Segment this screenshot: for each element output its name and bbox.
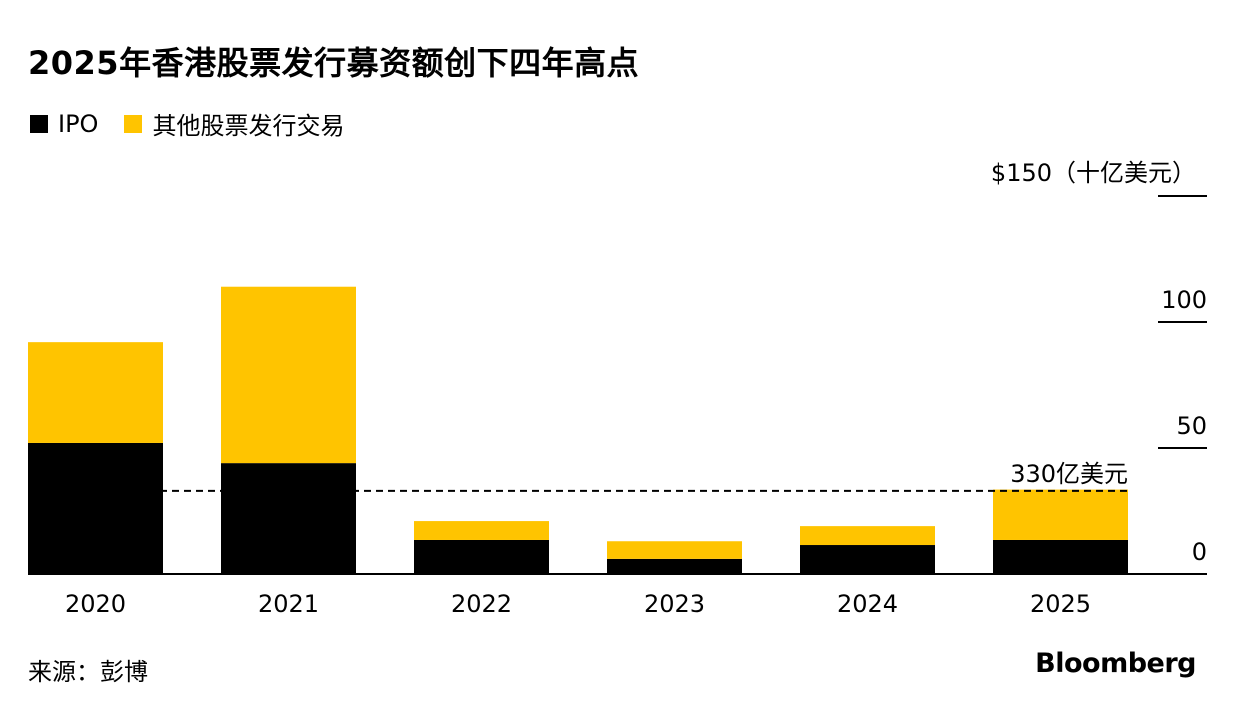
bar-ipo-2020 <box>28 442 163 574</box>
source-note: 来源：彭博 <box>28 658 148 686</box>
legend: IPO 其他股票发行交易 <box>30 106 370 141</box>
legend-swatch-other <box>124 114 143 133</box>
y-tick-label-0: 0 <box>1192 538 1207 566</box>
bar-other-2025 <box>993 489 1128 540</box>
legend-item-other: 其他股票发行交易 <box>124 106 344 141</box>
bar-ipo-2021 <box>221 463 356 574</box>
y-axis-unit-label: $150（十亿美元） <box>990 159 1196 187</box>
legend-label-ipo: IPO <box>58 109 99 138</box>
bar-other-2022 <box>414 521 549 540</box>
y-tick-label-50: 50 <box>1176 412 1207 440</box>
x-tick-label-2021: 2021 <box>258 590 319 618</box>
x-tick-label-2023: 2023 <box>644 590 705 618</box>
x-tick-label-2020: 2020 <box>65 590 126 618</box>
chart-title: 2025年香港股票发行募资额创下四年高点 <box>28 44 640 82</box>
legend-label-other: 其他股票发行交易 <box>152 112 345 140</box>
y-tick-label-100: 100 <box>1161 286 1207 314</box>
bar-other-2021 <box>221 286 356 464</box>
bar-other-2024 <box>800 526 935 546</box>
x-tick-label-2022: 2022 <box>451 590 512 618</box>
reference-line-label: 330亿美元 <box>1010 460 1128 488</box>
x-tick-label-2024: 2024 <box>837 590 898 618</box>
bar-other-2020 <box>28 342 163 443</box>
x-tick-label-2025: 2025 <box>1030 590 1091 618</box>
legend-item-ipo: IPO <box>30 110 98 138</box>
bar-ipo-2022 <box>414 539 549 574</box>
bar-ipo-2024 <box>800 545 935 574</box>
bloomberg-logo: Bloomberg <box>1035 648 1196 679</box>
bar-ipo-2025 <box>993 539 1128 574</box>
bar-ipo-2023 <box>607 558 742 574</box>
legend-swatch-ipo <box>30 114 48 133</box>
bar-other-2023 <box>607 541 742 559</box>
